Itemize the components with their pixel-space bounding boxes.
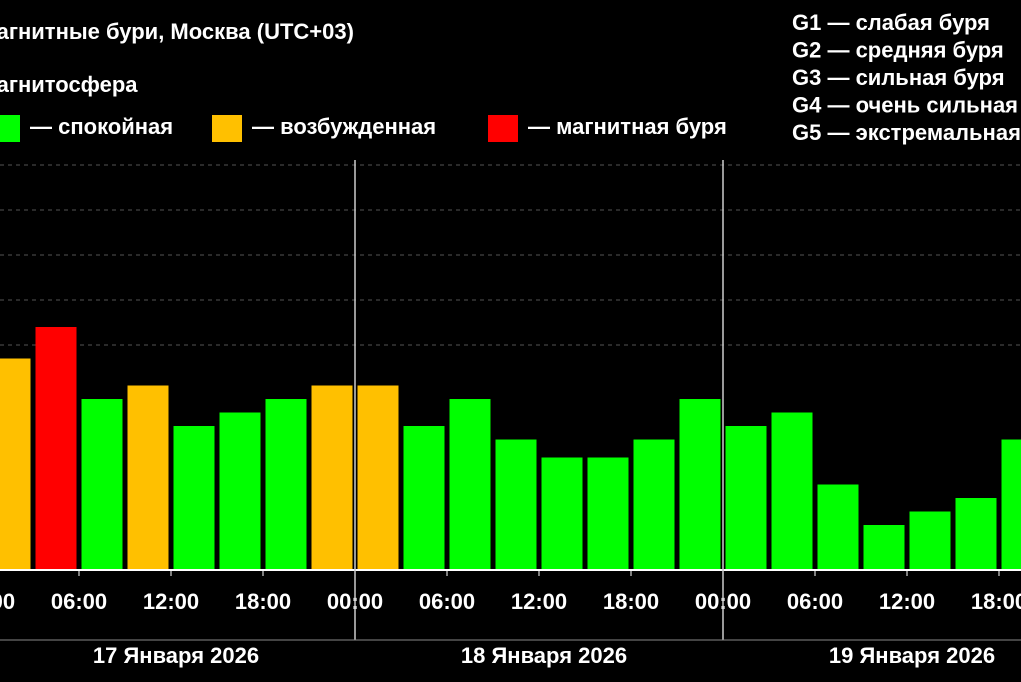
bar xyxy=(127,385,169,570)
bar xyxy=(909,511,951,570)
g-scale-item: G3 — сильная буря xyxy=(792,65,1005,90)
bar xyxy=(863,525,905,570)
g-scale-item: G4 — очень сильная xyxy=(792,92,1018,117)
bar xyxy=(357,385,399,570)
chart-title: Магнитные бури, Москва (UTC+03) xyxy=(0,19,354,44)
bar xyxy=(449,399,491,570)
x-tick-label: 12:00 xyxy=(511,589,567,614)
bar xyxy=(173,426,215,570)
bar xyxy=(403,426,445,570)
g-scale-item: G1 — слабая буря xyxy=(792,10,990,35)
bar xyxy=(771,412,813,570)
bar xyxy=(679,399,721,570)
bar xyxy=(219,412,261,570)
x-tick-label: 00:00 xyxy=(0,589,15,614)
g-scale-item: G5 — экстремальная xyxy=(792,120,1021,145)
legend-label: — возбужденная xyxy=(252,114,436,139)
bar xyxy=(1001,439,1021,570)
legend-swatch xyxy=(0,115,20,142)
bar xyxy=(0,358,31,570)
bar xyxy=(35,327,77,570)
bar xyxy=(265,399,307,570)
x-tick-label: 06:00 xyxy=(51,589,107,614)
bar xyxy=(81,399,123,570)
x-tick-label: 06:00 xyxy=(419,589,475,614)
bar xyxy=(541,457,583,570)
bar xyxy=(817,484,859,570)
bar xyxy=(633,439,675,570)
bar xyxy=(587,457,629,570)
x-tick-label: 12:00 xyxy=(879,589,935,614)
x-tick-label: 18:00 xyxy=(235,589,291,614)
bar xyxy=(955,498,997,570)
g-scale-item: G2 — средняя буря xyxy=(792,37,1004,62)
legend-swatch xyxy=(212,115,242,142)
x-tick-label: 12:00 xyxy=(143,589,199,614)
legend-title: Магнитосфера xyxy=(0,72,138,97)
day-label: 18 Января 2026 xyxy=(461,643,627,668)
x-tick-label: 18:00 xyxy=(971,589,1021,614)
legend-label: — спокойная xyxy=(30,114,173,139)
legend-label: — магнитная буря xyxy=(528,114,727,139)
bar xyxy=(311,385,353,570)
bar xyxy=(495,439,537,570)
bar xyxy=(725,426,767,570)
x-tick-label: 18:00 xyxy=(603,589,659,614)
legend-swatch xyxy=(488,115,518,142)
day-label: 17 Января 2026 xyxy=(93,643,259,668)
x-tick-label: 06:00 xyxy=(787,589,843,614)
day-label: 19 Января 2026 xyxy=(829,643,995,668)
